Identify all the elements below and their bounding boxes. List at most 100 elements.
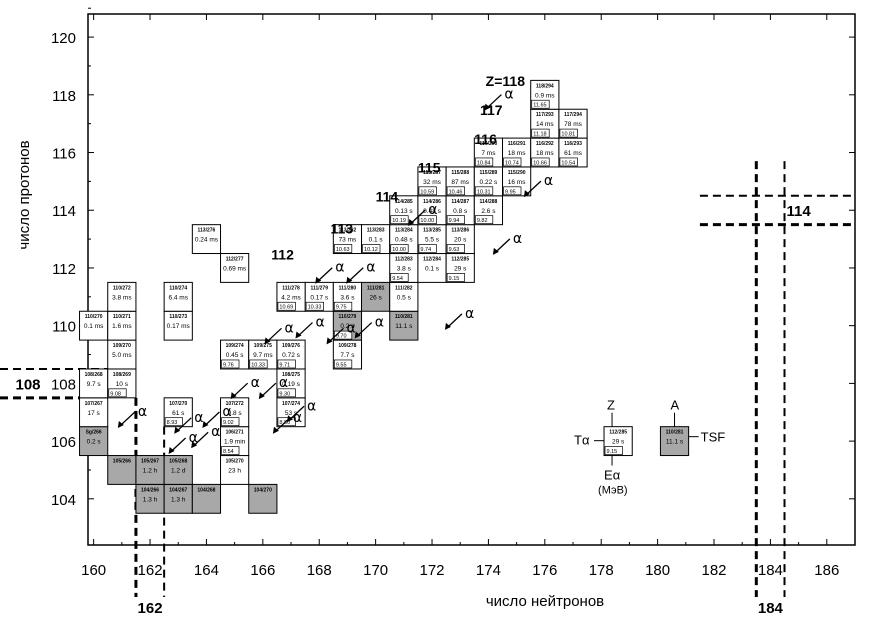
- x-tick-label: 182: [701, 562, 726, 579]
- nuclide-label: 115/290: [508, 170, 526, 176]
- nuclide-cell-box: [107, 310, 137, 341]
- nuclide-cell: 109/276 0.72 s 9.71: [276, 339, 306, 370]
- nuclide-halflife: 9.7 s: [87, 381, 102, 388]
- x-tick-label: 170: [363, 562, 388, 579]
- nuclide-halflife: 0.17 s: [310, 294, 328, 301]
- x-tick-label: 174: [476, 562, 501, 579]
- energy-box: [559, 128, 578, 138]
- nuclide-cell-box: [191, 483, 222, 514]
- nuclide-label: 113/276: [198, 228, 216, 234]
- nuclide-cell: 117/294 78 ms 10.81: [558, 108, 588, 139]
- alpha-symbol: α: [544, 173, 553, 189]
- energy-box: [221, 359, 240, 369]
- alpha-energy: 10.74: [505, 160, 519, 166]
- nuclide-cell: 115/289 0.22 s 10.31: [473, 166, 504, 197]
- energy-box: [446, 215, 465, 225]
- energy-box: [503, 186, 522, 196]
- nuclide-label: 105/267: [141, 459, 159, 465]
- nuclide-halflife: 87 ms: [451, 179, 469, 186]
- legend-t-alpha: Tα: [574, 433, 590, 448]
- nuclide-cell: 114/287 0.8 s 9.94: [445, 195, 475, 226]
- nuclide-cell: 107/270 61 s 8.93: [163, 397, 193, 428]
- nuclide-cell-box: [389, 281, 419, 312]
- alpha-symbol: α: [428, 202, 437, 218]
- series-label-113: 113: [330, 220, 353, 236]
- alpha-decay-arrow: α: [295, 315, 325, 339]
- nuclide-label: 115/289: [480, 170, 498, 176]
- nuclide-cell: 109/278 7.7 s 9.55: [332, 339, 363, 370]
- alpha-symbol: α: [513, 231, 522, 247]
- y-tick-label: 108: [51, 376, 76, 393]
- nuclide-label: 104/270: [254, 487, 272, 493]
- alpha-energy: 10.19: [392, 218, 406, 224]
- nuclide-cell: Sg/266 0.2 s: [79, 426, 109, 457]
- nuclide-cell-box: [107, 339, 137, 370]
- y-tick-label: 120: [51, 30, 76, 47]
- alpha-energy: 9.75: [336, 305, 347, 311]
- nuclide-cell: 113/284 0.48 s 10.00: [389, 224, 419, 255]
- alpha-symbol: α: [211, 424, 220, 440]
- nuclide-halflife: 11.1 s: [395, 323, 413, 330]
- alpha-energy: 10.33: [251, 362, 265, 368]
- nuclide-halflife: 7 ms: [481, 150, 496, 157]
- nuclide-cell-box: [163, 281, 193, 312]
- nuclide-halflife: 0.69 ms: [223, 266, 247, 273]
- nuclide-cell-box: [79, 310, 109, 341]
- energy-box: [446, 273, 465, 282]
- alpha-energy: 10.63: [336, 247, 350, 253]
- nuclide-cell-box: [135, 483, 165, 514]
- alpha-decay-arrow: α: [230, 375, 260, 400]
- arrow-shaft: [203, 411, 220, 427]
- nuclide-halflife: 0.13 s: [395, 208, 413, 215]
- arrow-head: [408, 219, 415, 227]
- nuclide-label: 104/268: [197, 487, 215, 493]
- nuclide-cell: 112/283 3.8 s 9.54: [389, 253, 419, 283]
- nuclide-halflife: 1.3 h: [143, 496, 158, 503]
- nuclide-label: 118/294: [536, 83, 554, 89]
- nuclide-cell: 113/283 0.1 s 10.12: [361, 224, 391, 255]
- arrow-head: [326, 337, 333, 345]
- nuclide-cell: 115/290 16 ms 9.95: [502, 166, 532, 197]
- legend-e-alpha: Eα: [604, 468, 621, 483]
- nuclide-label: 107/267: [85, 401, 103, 407]
- series-label-114: 114: [376, 189, 399, 205]
- nuclide-halflife: 53 s: [285, 410, 298, 417]
- nuclide-halflife: 0.1 ms: [84, 323, 104, 330]
- nuclide-halflife: 1.3 h: [171, 496, 186, 503]
- energy-box: [559, 157, 578, 167]
- alpha-energy: 10.84: [477, 160, 491, 166]
- nuclide-label: 110/281: [395, 314, 413, 320]
- nuclide-label: 108/269: [113, 372, 131, 378]
- magic-label-z114: 114: [787, 203, 812, 220]
- nuclide-cell: 111/280 3.6 s 9.75: [332, 281, 363, 312]
- legend-cell-halflife: 29 s: [612, 439, 625, 446]
- nuclide-halflife: 0.1 s: [425, 266, 440, 273]
- alpha-decay-arrow: α: [315, 260, 344, 284]
- series-label-112: 112: [271, 246, 294, 262]
- nuclide-cell: 107/272 9.8 s 9.02: [220, 397, 250, 428]
- energy-box: [164, 417, 183, 427]
- nuclide-halflife: 0.2 s: [340, 323, 355, 330]
- energy-box: [221, 446, 240, 455]
- nuclide-halflife: 0.22 s: [480, 179, 498, 186]
- energy-box: [249, 359, 268, 369]
- alpha-symbol: α: [194, 410, 203, 426]
- nuclide-halflife: 78 ms: [564, 121, 582, 128]
- nuclide-halflife: 1.2 d: [171, 468, 186, 475]
- energy-box: [474, 186, 494, 196]
- nuclide-label: 107/272: [226, 401, 244, 407]
- legend-cell-label: 112/285: [609, 430, 627, 436]
- magic-label-z108: 108: [15, 376, 40, 393]
- nuclide-label: 117/294: [564, 112, 582, 118]
- arrow-shaft: [232, 382, 249, 398]
- nuclide-label: 115/288: [451, 170, 469, 176]
- nuclide-cell: 113/276 0.24 ms: [191, 224, 222, 255]
- nuclide-halflife: 4.2 ms: [281, 294, 301, 301]
- y-tick-label: 106: [51, 434, 76, 451]
- alpha-energy: 10.69: [279, 305, 293, 311]
- nuclide-label: 116/293: [564, 141, 582, 147]
- arrow-head: [174, 426, 181, 434]
- nuclide-cell: 116/291 18 ms 10.74: [502, 137, 532, 168]
- series-label-115: 115: [418, 160, 441, 176]
